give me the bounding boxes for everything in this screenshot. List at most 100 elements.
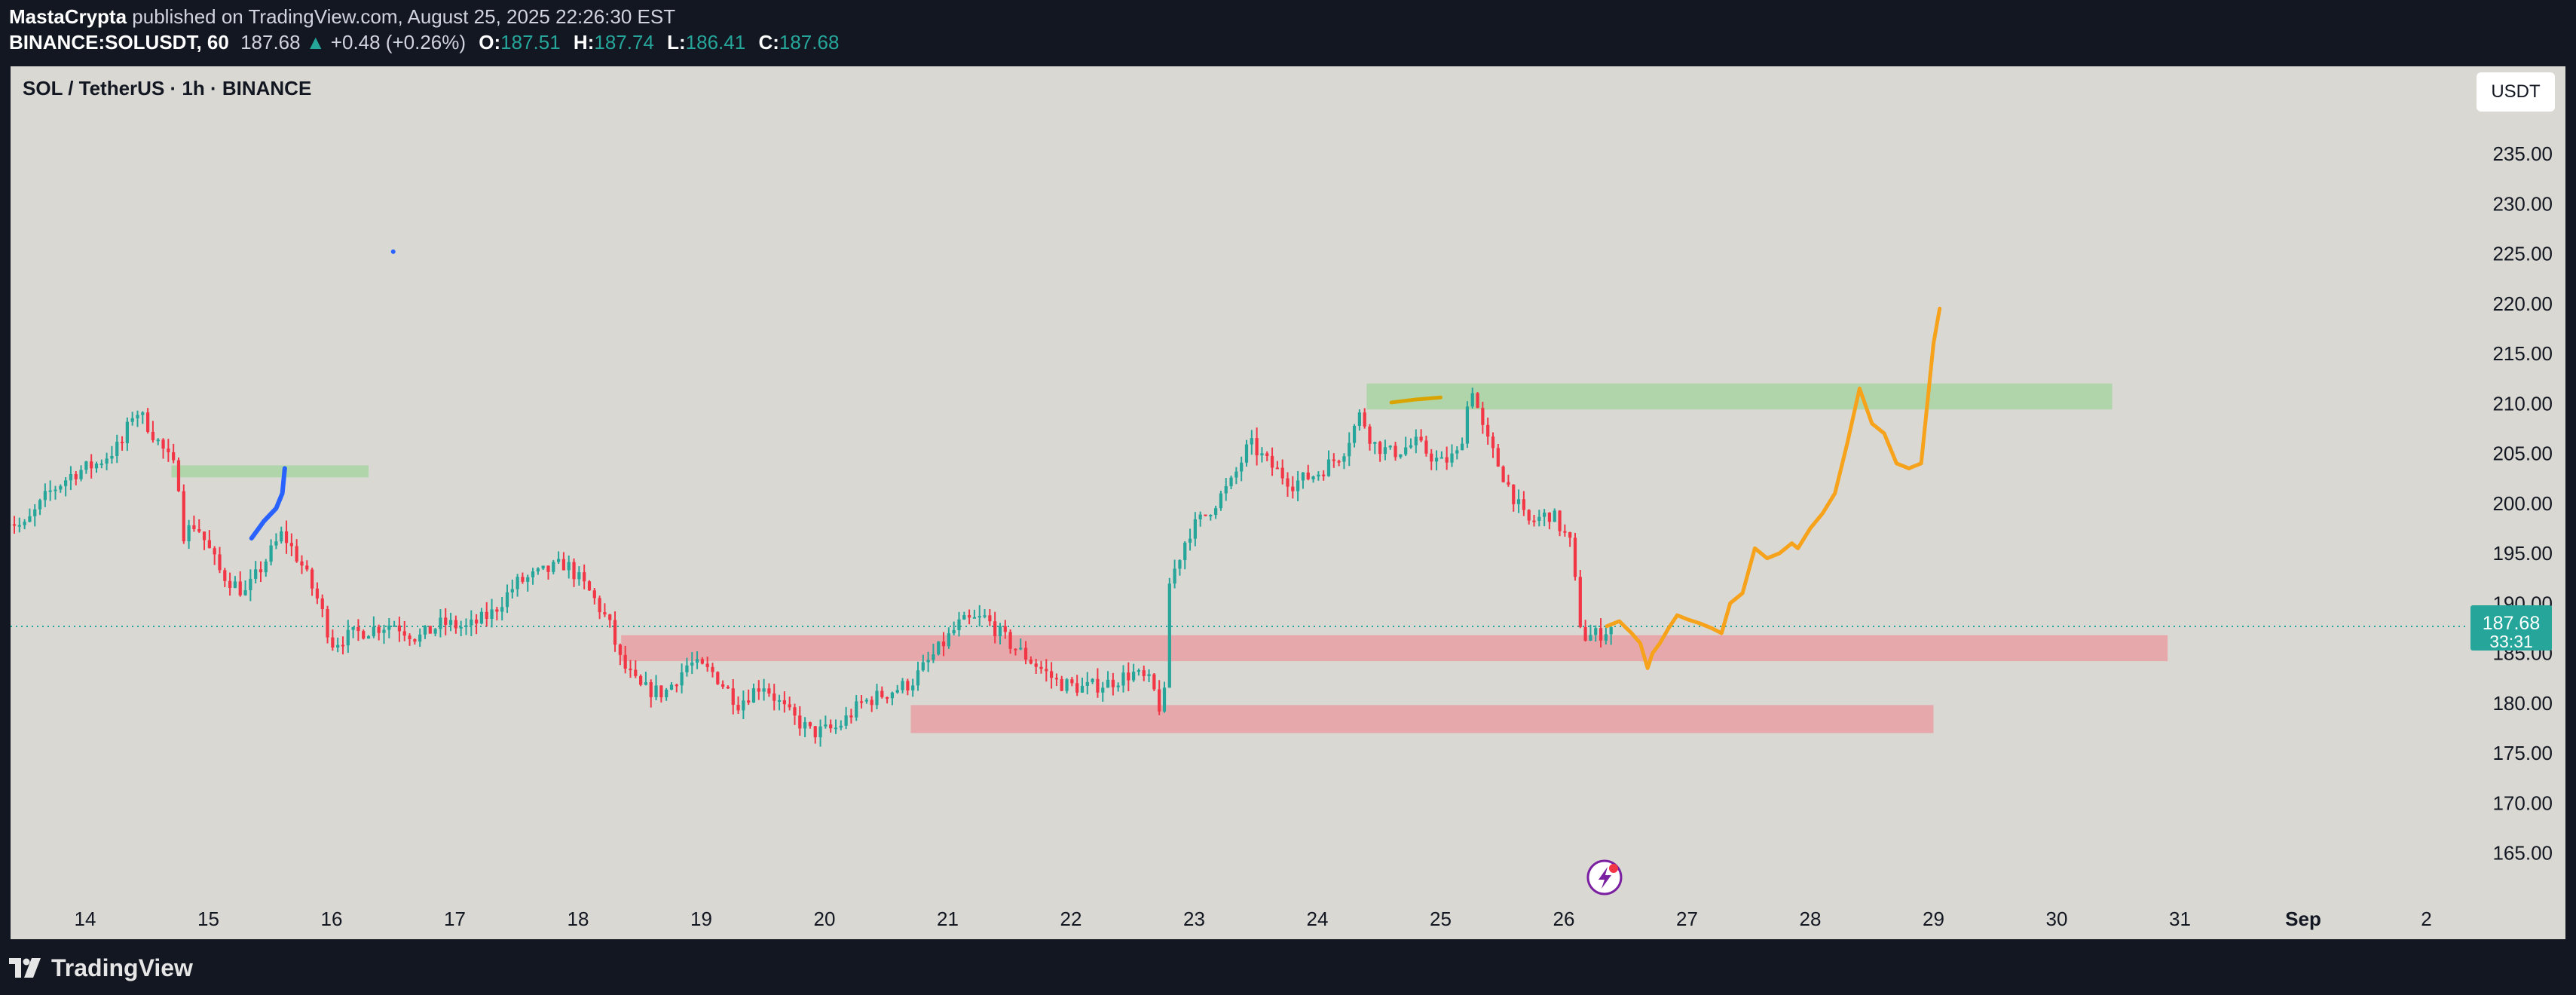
candle-body	[541, 565, 545, 569]
x-tick-label: 31	[2169, 908, 2191, 930]
x-tick-label: 21	[937, 908, 959, 930]
candle-body	[1537, 516, 1541, 521]
publish-info: MastaCrypta published on TradingView.com…	[9, 5, 675, 29]
candle-body	[911, 685, 915, 690]
candle-body	[346, 629, 350, 646]
candle-body	[1054, 678, 1059, 680]
candle-body	[711, 666, 714, 672]
author-name[interactable]: MastaCrypta	[9, 5, 127, 28]
candle-body	[1583, 626, 1587, 641]
candle-body	[1034, 663, 1038, 667]
candle-body	[1306, 472, 1310, 479]
candle-body	[439, 617, 442, 629]
candle-body	[834, 727, 838, 730]
candle-body	[259, 569, 263, 573]
candle-body	[366, 635, 371, 639]
candle-body	[567, 562, 571, 571]
candle-body	[110, 455, 114, 459]
candle-body	[428, 626, 432, 634]
candle-body	[603, 612, 607, 615]
candle-body	[448, 620, 453, 625]
candle-body	[362, 631, 366, 639]
candle-body	[1008, 632, 1012, 649]
candle-body	[1029, 660, 1033, 664]
candle-body	[311, 569, 314, 589]
candle-body	[690, 663, 694, 666]
candle-body	[731, 688, 735, 706]
candle-body	[1255, 438, 1259, 456]
candle-body	[1337, 461, 1341, 463]
candle-body	[926, 660, 930, 663]
tradingview-logo-icon	[9, 958, 41, 978]
candle-body	[772, 693, 776, 701]
candle-body	[1111, 679, 1115, 687]
candle-body	[521, 577, 525, 582]
candle-body	[1604, 634, 1608, 641]
candle-body	[808, 722, 812, 727]
candle-body	[988, 615, 992, 622]
candle-body	[213, 548, 216, 555]
tradingview-logo[interactable]: TradingView	[9, 951, 193, 984]
candle-body	[1516, 499, 1521, 504]
candle-body	[1522, 499, 1525, 510]
candle-body	[1394, 445, 1397, 458]
candle-body	[880, 690, 884, 697]
candle-body	[1532, 520, 1536, 522]
candle-body	[382, 629, 386, 633]
candle-body	[1326, 459, 1331, 476]
candle-body	[444, 617, 448, 625]
candle-body	[613, 620, 617, 645]
candle-body	[583, 572, 586, 582]
price-badge	[2470, 605, 2552, 651]
y-tick-label: 175.00	[2492, 742, 2553, 764]
candle-body	[526, 577, 530, 582]
candle-body	[1127, 672, 1130, 681]
candle-body	[176, 460, 181, 491]
candle-body	[33, 509, 37, 516]
candle-body	[1373, 442, 1377, 444]
candle-body	[1014, 648, 1017, 651]
y-tick-label: 230.00	[2492, 192, 2553, 215]
candle-body	[125, 421, 129, 443]
candle-body	[644, 682, 648, 685]
candle-body	[1158, 689, 1161, 712]
symbol-info-bar: BINANCE:SOLUSDT, 60 187.68 ▲ +0.48 (+0.2…	[9, 30, 839, 54]
candle-body	[115, 442, 119, 456]
candle-body	[572, 562, 576, 580]
candle-body	[284, 531, 289, 543]
candle-body	[202, 531, 207, 540]
chart-pane[interactable]: 165.00 170.00 175.00 180.00 185.00 190.00 195.…	[11, 66, 2565, 939]
candle-body	[751, 688, 756, 703]
candle-body	[1188, 538, 1192, 543]
candle-body	[864, 700, 868, 702]
close-value: 187.68	[779, 31, 840, 54]
candle-body	[829, 724, 833, 729]
candle-body	[1204, 514, 1207, 516]
candle-body	[233, 581, 237, 588]
candle-body	[1209, 515, 1213, 517]
candle-body	[1465, 406, 1470, 444]
candle-body	[901, 681, 904, 690]
x-tick-label: 18	[568, 908, 589, 930]
y-tick-label: 180.00	[2492, 692, 2553, 715]
candle-body	[1553, 510, 1556, 522]
candle-body	[130, 418, 134, 422]
candle-body	[1368, 426, 1372, 444]
currency-button[interactable]: USDT	[2477, 72, 2555, 112]
open-value: 187.51	[500, 31, 561, 54]
candle-body	[1599, 628, 1603, 641]
resistance-zone-0	[171, 465, 369, 478]
candle-body	[1348, 442, 1351, 457]
candle-body	[654, 685, 658, 697]
event-badge-dot	[1608, 864, 1618, 873]
candle-body	[618, 644, 622, 655]
candle-body	[1250, 438, 1253, 445]
y-tick-label: 205.00	[2492, 442, 2553, 465]
candle-body	[1301, 472, 1305, 481]
candle-body	[1491, 436, 1495, 449]
candle-body	[1003, 626, 1007, 632]
candle-body	[1070, 679, 1074, 684]
x-tick-label: 15	[197, 908, 219, 930]
price-chart[interactable]: 165.00170.00175.00180.00185.00190.00195.…	[11, 66, 2565, 939]
candle-body	[336, 644, 340, 648]
